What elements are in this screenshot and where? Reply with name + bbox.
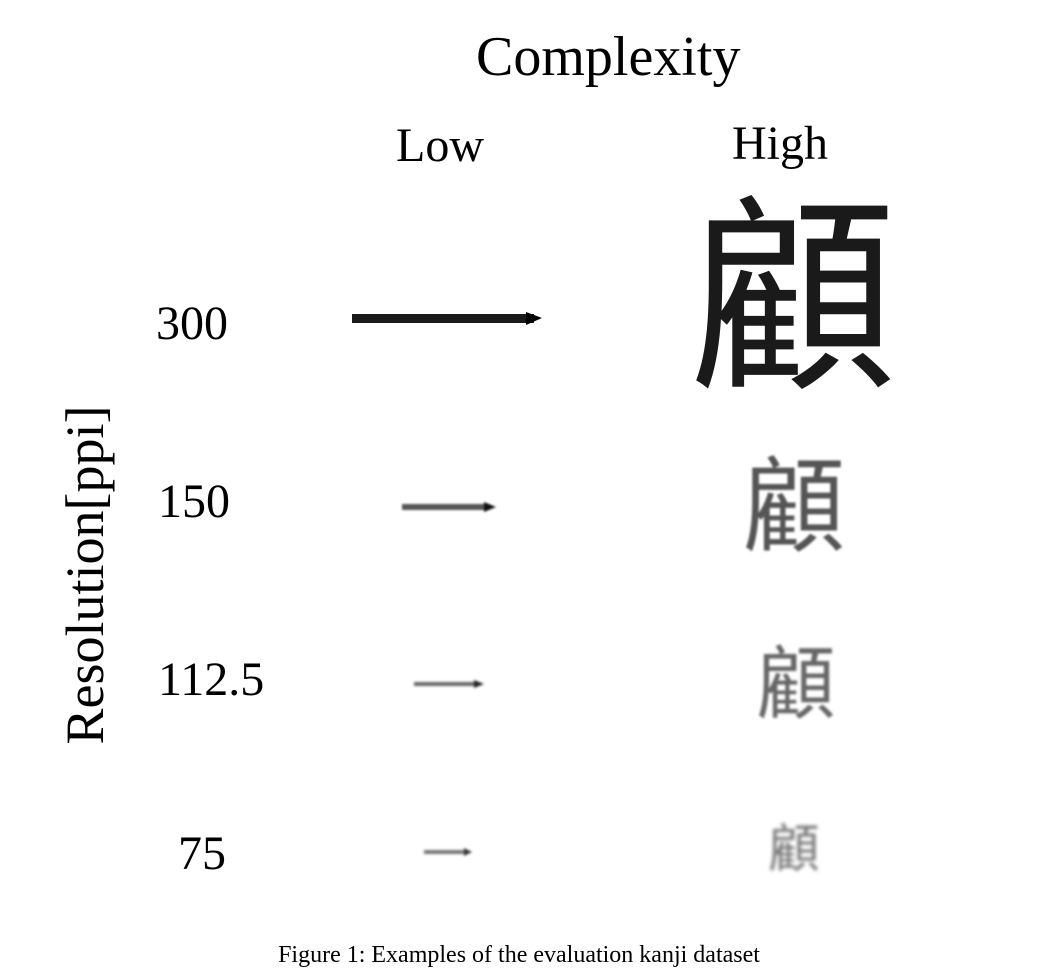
row-label-112-5: 112.5 — [158, 653, 265, 706]
resolution-axis-label: Resolution[ppi] — [55, 405, 115, 745]
kanji-low-300 — [352, 312, 542, 325]
row-label-150: 150 — [158, 475, 230, 528]
row-label-300: 300 — [156, 297, 228, 350]
kanji-high-150: 顧 — [742, 446, 847, 568]
kanji-high-75: 顧 — [768, 820, 821, 880]
kanji-low-112-5 — [414, 680, 484, 688]
kanji-high-300: 顧 — [688, 177, 899, 422]
column-label-high: High — [732, 117, 828, 170]
complexity-header: Complexity — [476, 26, 741, 88]
kanji-low-75 — [424, 848, 472, 856]
figure-caption: Figure 1: Examples of the evaluation kan… — [278, 942, 760, 968]
kanji-low-150 — [402, 502, 496, 512]
column-label-low: Low — [396, 119, 484, 172]
kanji-high-112-5: 顧 — [756, 638, 836, 731]
row-label-75: 75 — [178, 827, 226, 880]
